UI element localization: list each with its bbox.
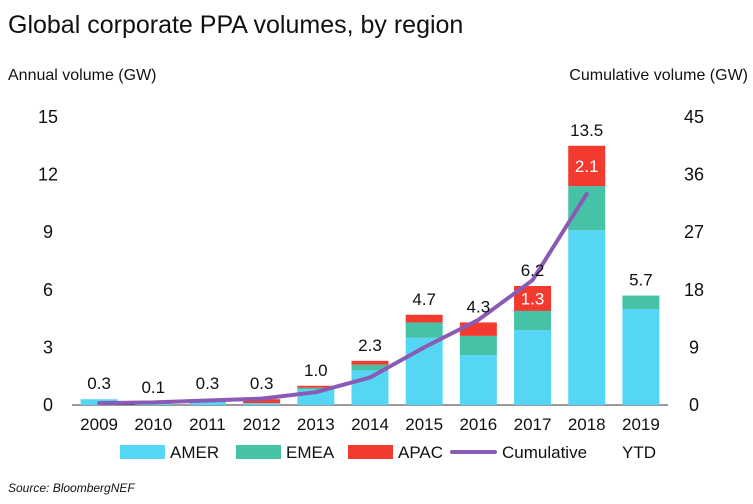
- source-note: Source: BloombergNEF: [8, 481, 135, 495]
- x-tick-label: 2014: [351, 415, 389, 434]
- bar-total-label: 0.3: [196, 374, 220, 393]
- y-axis-left-label: Annual volume (GW): [8, 67, 157, 84]
- x-tick-label: 2015: [405, 415, 443, 434]
- bar-segment-emea: [297, 387, 335, 390]
- y-axis-right-label: Cumulative volume (GW): [569, 67, 748, 84]
- legend-label-emea: EMEA: [286, 443, 335, 462]
- bar-segment-emea: [351, 364, 389, 371]
- legend-swatch-amer: [120, 445, 165, 459]
- legend-swatch-apac: [348, 445, 393, 459]
- bars: [80, 145, 660, 405]
- x-tick-label: 2019: [622, 415, 660, 434]
- y-right-tick-label: 0: [689, 395, 699, 415]
- bar-total-label: 0.3: [250, 374, 274, 393]
- y-right-tick-label: 36: [684, 165, 704, 185]
- y-left-tick-label: 15: [38, 107, 58, 127]
- bar-segment-emea: [405, 322, 443, 338]
- bar-total-label: 2.3: [358, 336, 382, 355]
- value-labels: 0.3 0.1 0.3 0.3 1.0 2.3 4.7 4.3 6.2 13.5 5.7 1.3 2.1: [87, 121, 652, 397]
- x-tick-label: 2009: [80, 415, 118, 434]
- bar-total-label: 0.1: [141, 378, 165, 397]
- y-left-tick-label: 12: [38, 165, 58, 185]
- legend-label-cumulative: Cumulative: [502, 443, 587, 462]
- x-tick-label: 2012: [243, 415, 281, 434]
- bar-segment-amer: [514, 330, 552, 405]
- x-axis-ticks: 2009 2010 2011 2012 2013 2014 2015 2016 2017 2018…: [80, 415, 660, 434]
- legend: AMER EMEA APAC Cumulative YTD: [120, 443, 656, 462]
- bar-segment-apac: [568, 145, 606, 187]
- bar-segment-amer: [188, 401, 226, 405]
- legend-label-apac: APAC: [398, 443, 443, 462]
- y-right-tick-label: 45: [684, 107, 704, 127]
- bar-segment-amer: [622, 309, 660, 405]
- bar-total-label: 0.3: [87, 374, 111, 393]
- segment-value-label: 2.1: [575, 157, 599, 176]
- y-left-tick-label: 9: [43, 222, 53, 242]
- cumulative-line: [97, 191, 589, 406]
- x-tick-label: 2017: [514, 415, 552, 434]
- bar-segment-emea: [459, 335, 497, 356]
- y-axis-right-ticks: 0 9 18 27 36 45: [684, 107, 704, 415]
- x-tick-label: 2018: [568, 415, 606, 434]
- cumulative-line-group: [97, 191, 589, 406]
- bar-segment-apac: [243, 399, 281, 404]
- bar-segment-amer: [243, 403, 281, 405]
- y-right-tick-label: 9: [689, 337, 699, 357]
- segment-value-label: 1.3: [521, 289, 545, 308]
- chart-title: Global corporate PPA volumes, by region: [8, 11, 463, 39]
- y-left-tick-label: 3: [43, 337, 53, 357]
- legend-label-amer: AMER: [170, 443, 219, 462]
- x-tick-label: 2016: [459, 415, 497, 434]
- y-right-tick-label: 18: [684, 280, 704, 300]
- bar-total-label: 4.3: [467, 297, 491, 316]
- bar-segment-emea: [514, 310, 552, 331]
- bar-segment-apac: [405, 314, 443, 323]
- x-tick-label: 2010: [134, 415, 172, 434]
- x-tick-label: 2011: [189, 415, 226, 434]
- bar-total-label: 6.2: [521, 261, 545, 280]
- y-left-tick-label: 6: [43, 280, 53, 300]
- y-left-tick-label: 0: [43, 395, 53, 415]
- y-axis-left-ticks: 0 3 6 9 12 15: [38, 107, 58, 415]
- bar-total-label: 1.0: [304, 361, 328, 380]
- bar-total-label: 13.5: [570, 121, 603, 140]
- bar-total-label: 5.7: [629, 271, 653, 290]
- bar-segment-amer: [568, 230, 606, 405]
- bar-segment-emea: [622, 295, 660, 309]
- bar-total-label: 4.7: [412, 290, 436, 309]
- y-right-tick-label: 27: [684, 222, 704, 242]
- x-tick-label: 2013: [297, 415, 335, 434]
- bar-segment-apac: [297, 385, 335, 388]
- bar-segment-apac: [351, 360, 389, 365]
- bar-segment-amer: [459, 355, 497, 405]
- legend-swatch-emea: [236, 445, 281, 459]
- legend-label-ytd: YTD: [622, 443, 656, 462]
